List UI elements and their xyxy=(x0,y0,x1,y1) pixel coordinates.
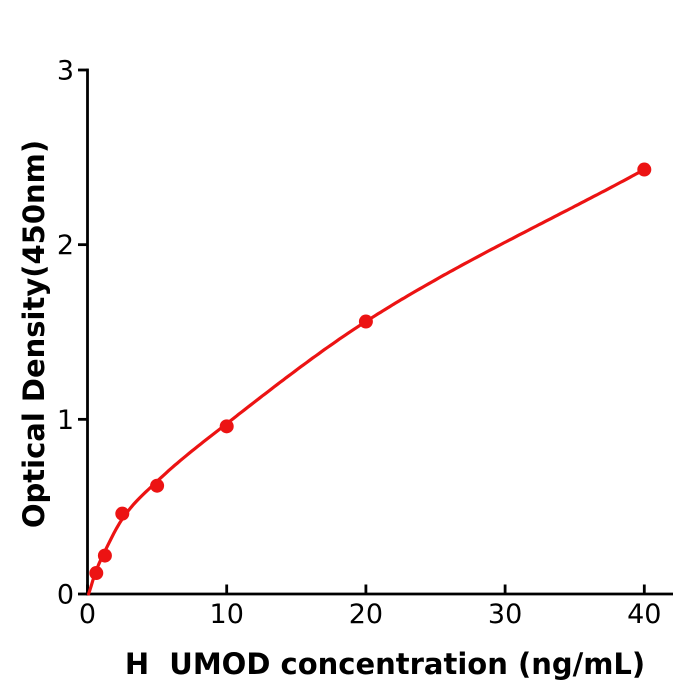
data-point-marker xyxy=(89,566,104,581)
x-tick-label: 20 xyxy=(349,599,383,630)
x-tick-label: 40 xyxy=(627,599,661,630)
fitted-curve-line xyxy=(87,168,646,596)
y-tick-label: 0 xyxy=(57,580,74,611)
y-tick-label: 1 xyxy=(57,405,74,436)
plot-area: 0 10 20 30 40 0 1 2 3 xyxy=(57,55,673,630)
x-axis-title: H UMOD concentration (ng/mL) xyxy=(125,647,645,681)
y-axis-title: Optical Density(450nm) xyxy=(17,140,51,528)
x-tick-label: 30 xyxy=(488,599,522,630)
data-point-marker xyxy=(219,419,234,434)
data-point-marker xyxy=(637,162,652,177)
data-point-marker xyxy=(358,314,373,329)
y-tick-label: 2 xyxy=(57,230,74,261)
data-point-marker xyxy=(150,478,165,493)
x-tick-label: 10 xyxy=(210,599,244,630)
data-point-marker xyxy=(115,506,130,521)
x-tick-label: 0 xyxy=(79,599,96,630)
y-tick-label: 3 xyxy=(57,55,74,86)
data-point-marker xyxy=(97,548,112,563)
